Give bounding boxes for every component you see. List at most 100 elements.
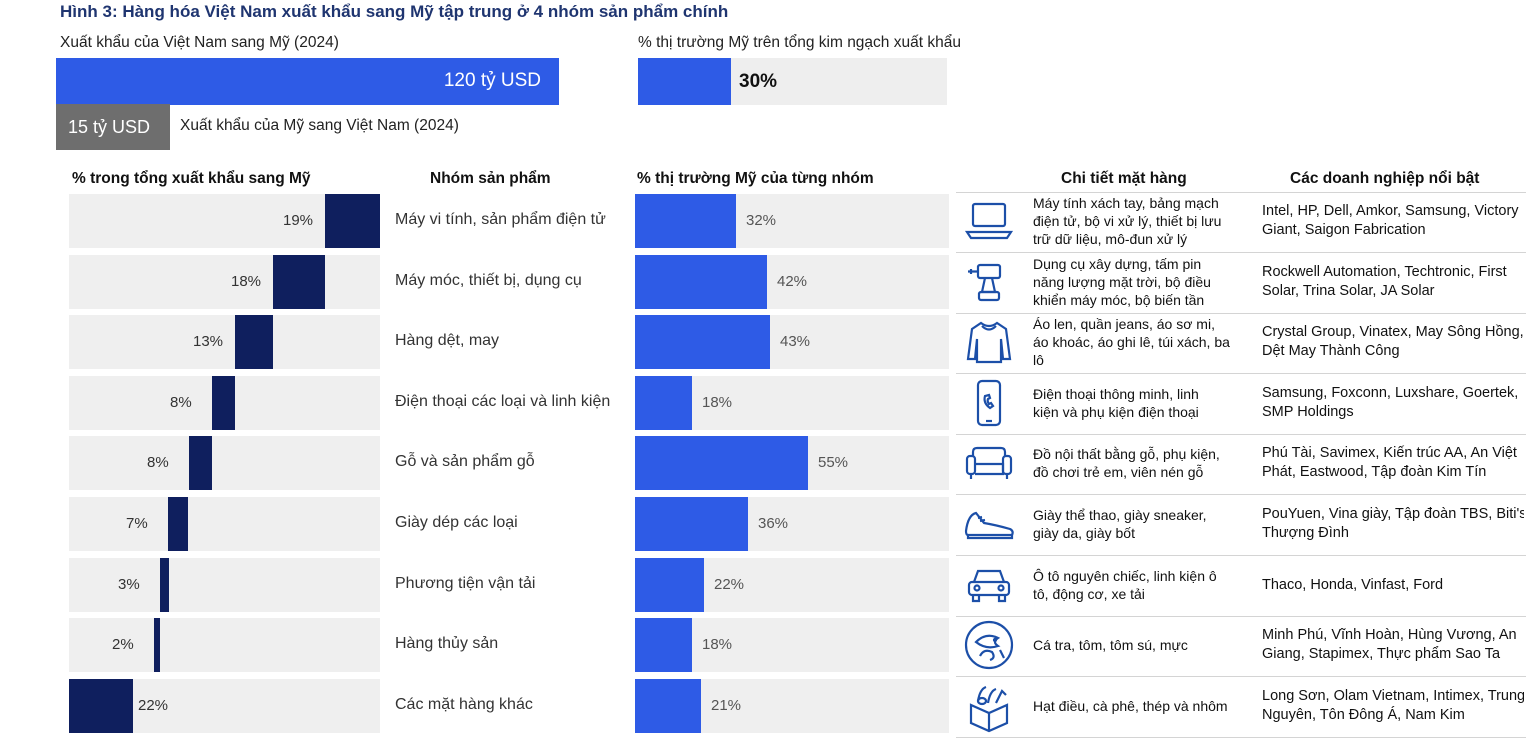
- left-bar: [154, 618, 160, 672]
- item-detail-line: giày da, giày bốt: [1033, 525, 1135, 541]
- left-bar: [325, 194, 380, 248]
- notable-firms-line: Long Sơn, Olam Vietnam, Intimex, Trung: [1262, 688, 1524, 704]
- left-bar-label: 13%: [193, 333, 224, 350]
- item-detail: Hạt điều, cà phê, thép và nhôm: [1033, 697, 1255, 715]
- left-bar-label: 3%: [118, 576, 140, 593]
- notable-firms: PouYuen, Vina giày, Tập đoàn TBS, Biti's…: [1262, 505, 1524, 543]
- notable-firms: Crystal Group, Vinatex, May Sông Hồng, Dệ…: [1262, 323, 1524, 361]
- item-detail: Điện thoại thông minh, linh kiện và phụ k…: [1033, 385, 1255, 421]
- vn-export-value: 120 tỷ USD: [443, 70, 541, 91]
- left-bar: [273, 255, 325, 309]
- item-detail-line: đồ chơi trẻ em, viên nén gỗ: [1033, 464, 1204, 480]
- item-detail: Giày thể thao, giày sneaker, giày da, già…: [1033, 506, 1255, 542]
- item-detail: Cá tra, tôm, tôm sú, mực: [1033, 636, 1255, 654]
- notable-firms: Rockwell Automation, Techtronic, First So…: [1262, 263, 1524, 301]
- mid-bar-label: 21%: [711, 697, 742, 714]
- sweater-icon: [962, 315, 1016, 369]
- notable-firms-line: Dệt May Thành Công: [1262, 343, 1400, 359]
- mid-bar-track: 18%: [635, 376, 949, 430]
- left-bar-track: 22%: [69, 679, 380, 733]
- mid-bar: [635, 255, 767, 309]
- drill-icon: [962, 255, 1016, 309]
- item-detail-line: khiển máy móc, bộ biến tần: [1033, 292, 1205, 308]
- left-bar-track: 18%: [69, 255, 380, 309]
- item-detail-line: trữ dữ liệu, mô-đun xử lý: [1033, 231, 1188, 247]
- left-bar-label: 7%: [126, 515, 148, 532]
- us-export-label: Xuất khẩu của Mỹ sang Việt Nam (2024): [180, 117, 459, 134]
- item-detail: Áo len, quần jeans, áo sơ mi, áo khoác, á…: [1033, 315, 1255, 369]
- notable-firms: Thaco, Honda, Vinfast, Ford: [1262, 576, 1524, 595]
- item-detail-line: kiện và phụ kiện điện thoại: [1033, 404, 1199, 420]
- category-label: Phương tiện vận tải: [395, 575, 536, 592]
- notable-firms-line: Solar, Trina Solar, JA Solar: [1262, 283, 1435, 299]
- car-icon: [962, 558, 1016, 612]
- table-row-divider: [956, 252, 1526, 253]
- us-export-bar: 15 tỷ USD: [56, 104, 170, 150]
- table-row-divider: [956, 434, 1526, 435]
- mid-bar: [635, 558, 704, 612]
- mid-bar: [635, 436, 808, 490]
- laptop-icon: [962, 194, 1016, 248]
- mid-bar: [635, 618, 692, 672]
- item-detail-line: áo khoác, áo ghi lê, túi xách, ba: [1033, 334, 1230, 350]
- table-row-divider: [956, 494, 1526, 495]
- notable-firms-line: Crystal Group, Vinatex, May Sông Hồng,: [1262, 324, 1524, 340]
- us-share-label: % thị trường Mỹ trên tổng kim ngạch xuất…: [638, 34, 961, 51]
- vn-export-label: Xuất khẩu của Việt Nam sang Mỹ (2024): [60, 34, 339, 51]
- mid-bar: [635, 315, 770, 369]
- notable-firms: Long Sơn, Olam Vietnam, Intimex, Trung Ng…: [1262, 687, 1524, 725]
- mid-bar: [635, 376, 692, 430]
- item-detail-line: Ô tô nguyên chiếc, linh kiện ô: [1033, 568, 1217, 584]
- mid-bar-label: 43%: [780, 333, 811, 350]
- left-bar: [235, 315, 273, 369]
- table-row-divider: [956, 676, 1526, 677]
- mid-bar: [635, 679, 701, 733]
- notable-firms-line: PouYuen, Vina giày, Tập đoàn TBS, Biti's: [1262, 506, 1524, 522]
- left-bar-track: 8%: [69, 436, 380, 490]
- vn-export-bar: 120 tỷ USD: [56, 58, 559, 105]
- item-detail-line: Giày thể thao, giày sneaker,: [1033, 507, 1207, 523]
- notable-firms-line: Phú Tài, Savimex, Kiến trúc AA, An Việt: [1262, 445, 1517, 461]
- notable-firms-line: Giang, Stapimex, Thực phẩm Sao Ta: [1262, 646, 1501, 662]
- mid-bar-track: 32%: [635, 194, 949, 248]
- notable-firms-line: Thaco, Honda, Vinfast, Ford: [1262, 576, 1444, 593]
- notable-firms-line: Rockwell Automation, Techtronic, First: [1262, 264, 1507, 280]
- notable-firms: Intel, HP, Dell, Amkor, Samsung, Victory…: [1262, 202, 1524, 240]
- notable-firms-line: Nguyên, Tôn Đông Á, Nam Kim: [1262, 707, 1465, 723]
- item-detail-line: năng lượng mặt trời, bộ điều: [1033, 274, 1211, 290]
- left-bar-track: 13%: [69, 315, 380, 369]
- mid-bar-track: 42%: [635, 255, 949, 309]
- category-label: Máy móc, thiết bị, dụng cụ: [395, 272, 582, 289]
- sofa-icon: [962, 436, 1016, 490]
- table-row-divider: [956, 313, 1526, 314]
- item-detail: Đồ nội thất bằng gỗ, phụ kiện, đồ chơi tr…: [1033, 445, 1255, 481]
- table-row-divider: [956, 373, 1526, 374]
- header-category: Nhóm sản phẩm: [430, 170, 551, 187]
- category-label: Điện thoại các loại và linh kiện: [395, 393, 611, 410]
- item-detail-line: Đồ nội thất bằng gỗ, phụ kiện,: [1033, 446, 1220, 462]
- item-detail-line: Cá tra, tôm, tôm sú, mực: [1033, 637, 1188, 653]
- mid-bar-label: 32%: [746, 212, 777, 229]
- left-bar: [168, 497, 188, 551]
- mid-bar-track: 55%: [635, 436, 949, 490]
- left-bar: [160, 558, 169, 612]
- left-bar: [69, 679, 133, 733]
- left-bar-label: 19%: [283, 212, 314, 229]
- item-detail-line: Điện thoại thông minh, linh: [1033, 386, 1199, 402]
- item-detail: Dụng cụ xây dựng, tấm pin năng lượng mặt …: [1033, 255, 1255, 309]
- category-label: Giày dép các loại: [395, 514, 518, 531]
- smartphone-icon: [962, 376, 1016, 430]
- mid-bar-track: 18%: [635, 618, 949, 672]
- category-label: Các mặt hàng khác: [395, 696, 533, 713]
- us-share-fill: [638, 58, 731, 105]
- left-bar-label: 8%: [147, 454, 169, 471]
- left-bar-label: 2%: [112, 636, 134, 653]
- item-detail-line: Máy tính xách tay, bảng mạch: [1033, 195, 1219, 211]
- left-bar-track: 3%: [69, 558, 380, 612]
- table-row-divider: [956, 737, 1526, 738]
- header-detail: Chi tiết mặt hàng: [1061, 170, 1187, 187]
- item-detail-line: điện tử, bộ vi xử lý, thiết bị lưu: [1033, 213, 1222, 229]
- figure-title: Hình 3: Hàng hóa Việt Nam xuất khẩu sang…: [60, 2, 729, 21]
- left-bar-label: 22%: [138, 697, 169, 714]
- mid-bar-label: 22%: [714, 576, 745, 593]
